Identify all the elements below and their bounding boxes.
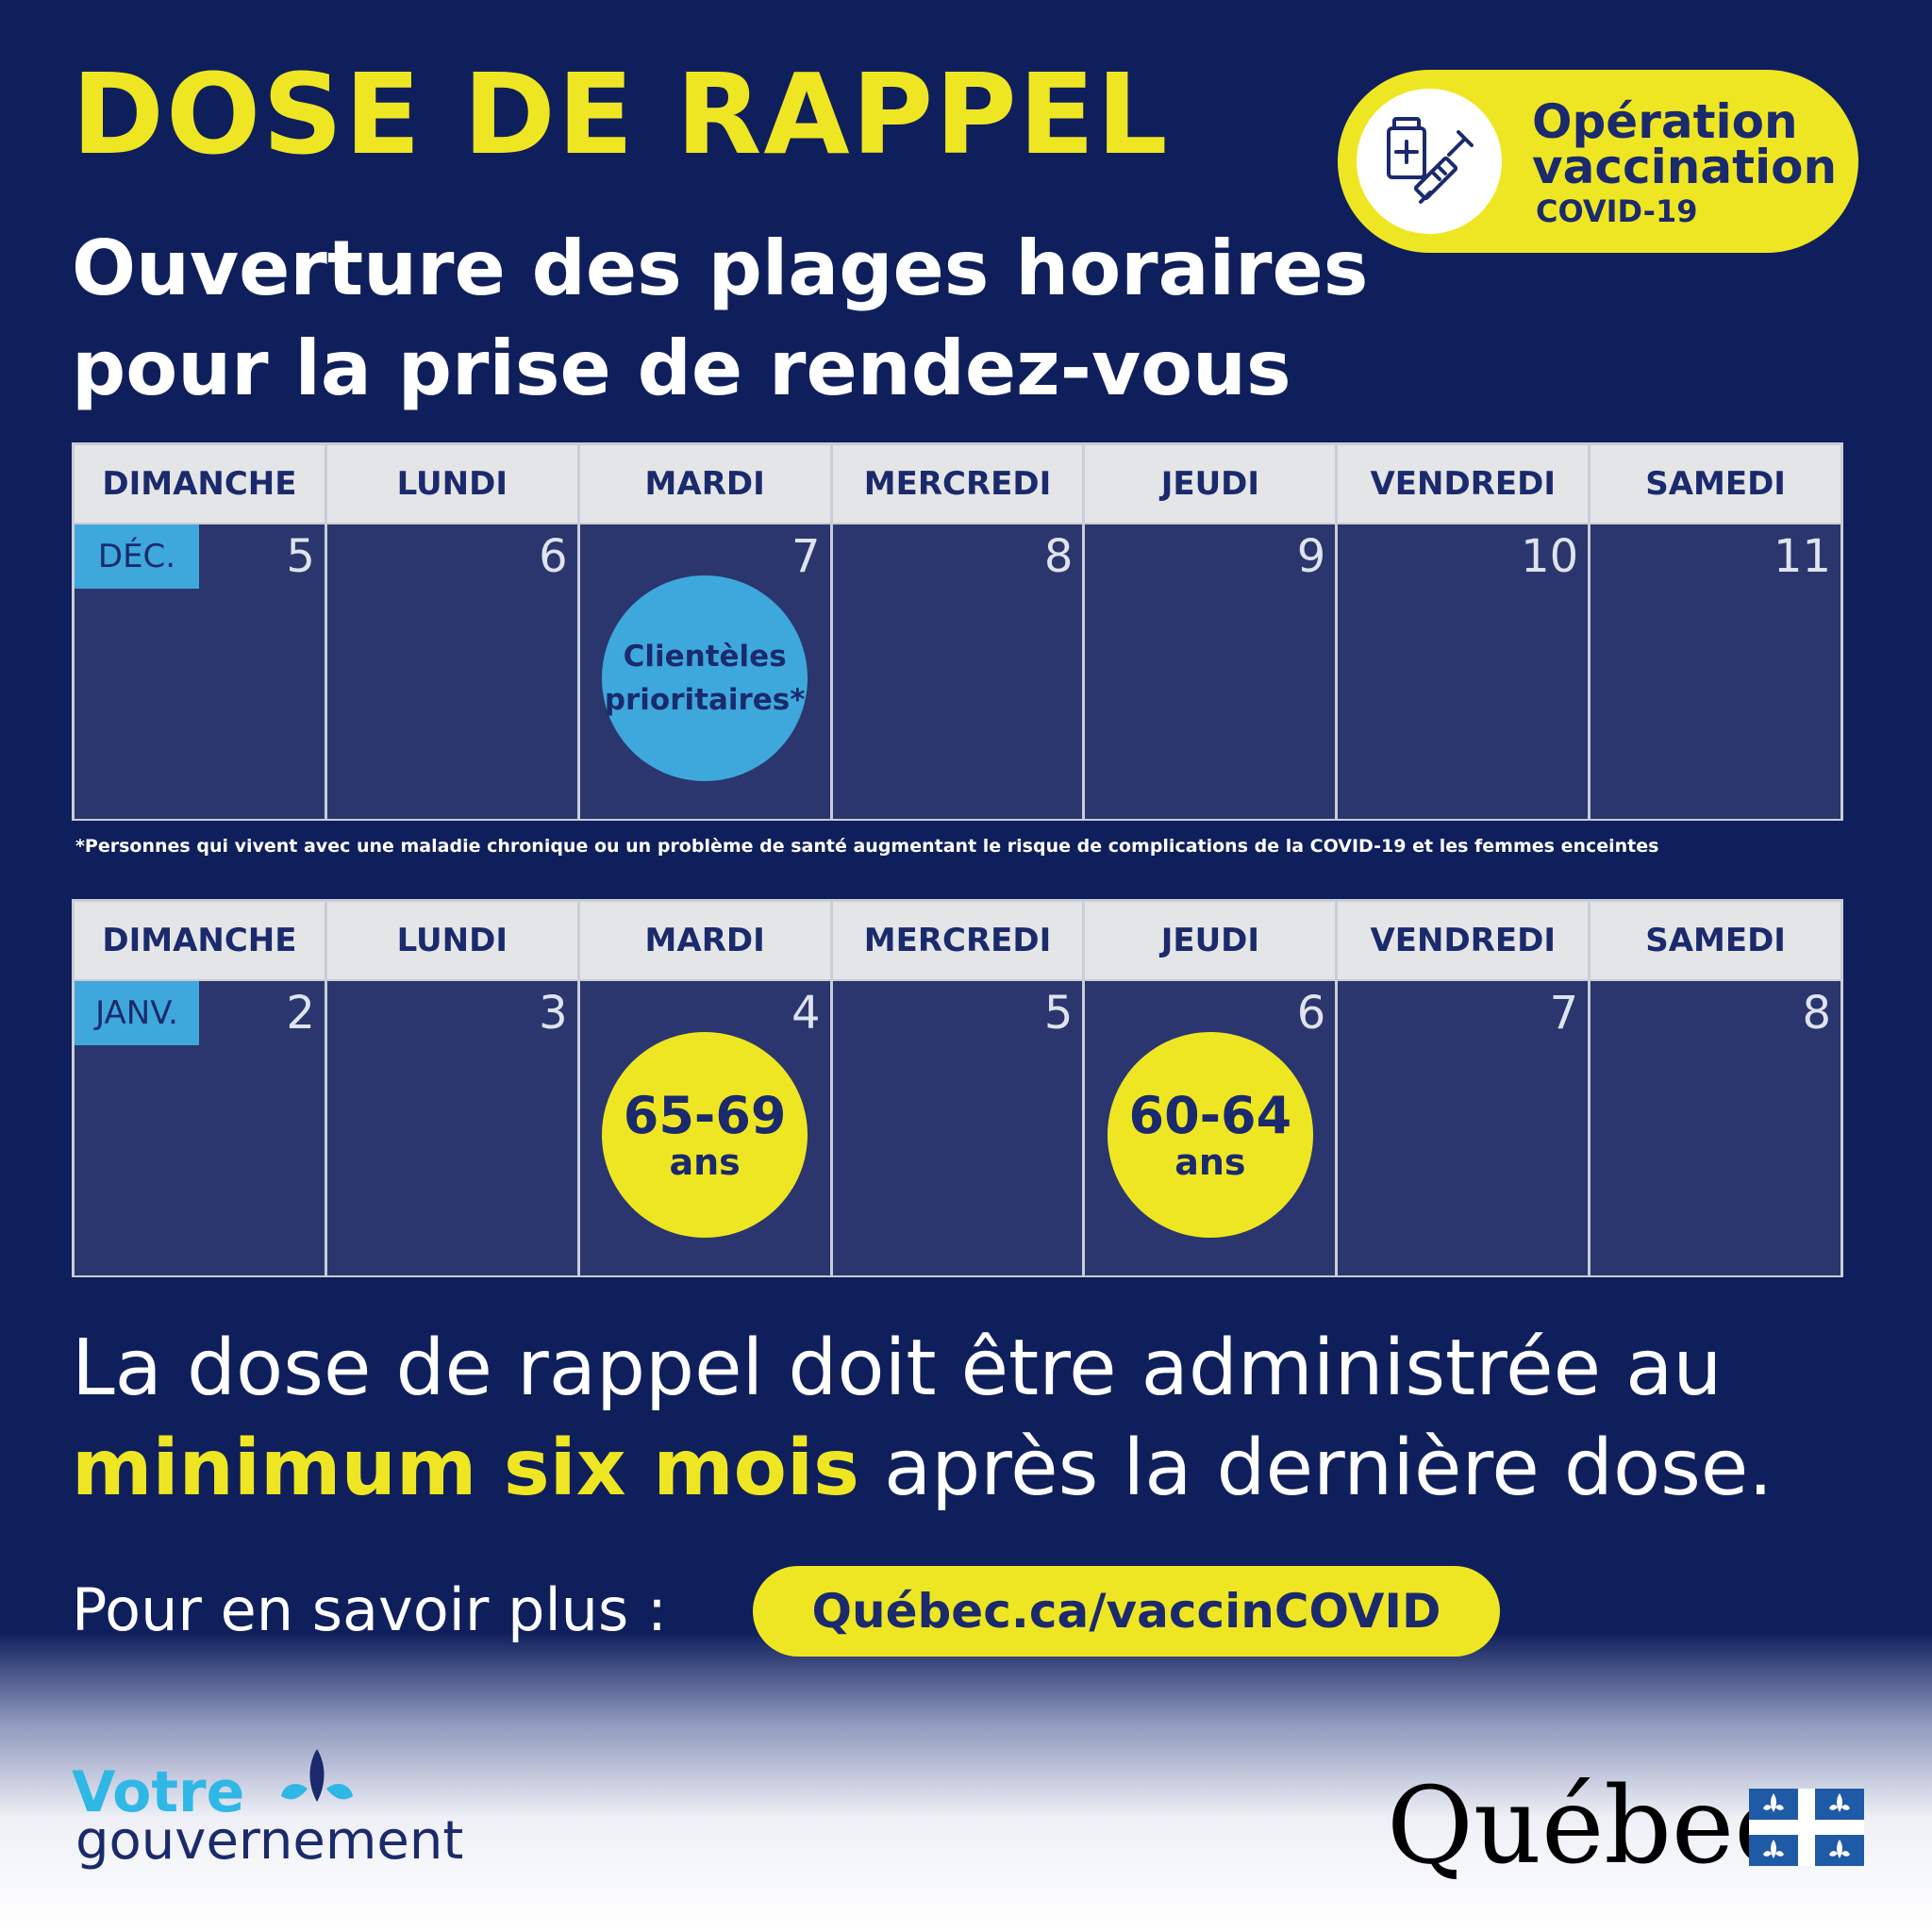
calendar-header: DIMANCHE LUNDI MARDI MERCREDI JEUDI VEND… — [75, 902, 1841, 979]
quebec-flag-icon — [1749, 1789, 1864, 1866]
date-number: 5 — [286, 530, 315, 583]
month-tag: DÉC. — [75, 525, 199, 589]
footnote: *Personnes qui vivent avec une maladie c… — [75, 836, 1659, 857]
badge-line-3: COVID-19 — [1536, 193, 1698, 229]
priority-clients-event: Clientèles prioritaires* — [602, 575, 808, 781]
calendar-cell: JANV. 2 — [75, 981, 325, 1275]
day-header-saturday: SAMEDI — [1591, 902, 1841, 979]
day-header-friday: VENDREDI — [1338, 445, 1589, 523]
age-60-64-event: 60-64 ans — [1107, 1032, 1313, 1238]
page-title: DOSE DE RAPPEL — [72, 49, 1170, 179]
page-subtitle: Ouverture des plages horaires pour la pr… — [72, 219, 1392, 419]
calendar-cell: 10 — [1338, 525, 1589, 819]
event-age-range: 65-69 — [623, 1086, 787, 1145]
event-line-2: prioritaires* — [604, 683, 806, 717]
day-header-friday: VENDREDI — [1338, 902, 1589, 979]
subtitle-line-2: pour la prise de rendez-vous — [72, 325, 1291, 412]
day-header-wednesday: MERCREDI — [832, 902, 1083, 979]
date-number: 2 — [286, 987, 315, 1040]
calendar-cell: 8 — [832, 525, 1083, 819]
date-number: 9 — [1296, 530, 1326, 583]
quebec-wordmark: Québec — [1387, 1765, 1793, 1888]
calendar-cell: 8 — [1591, 981, 1841, 1275]
day-header-thursday: JEUDI — [1085, 902, 1336, 979]
calendar-december: DIMANCHE LUNDI MARDI MERCREDI JEUDI VEND… — [72, 442, 1843, 821]
day-header-wednesday: MERCREDI — [832, 445, 1083, 523]
votre-gouvernement-logo-gouvernement: gouvernement — [75, 1810, 464, 1872]
badge-line-2: vaccination — [1532, 140, 1838, 194]
statement-highlight: minimum six mois — [72, 1424, 859, 1513]
date-number: 6 — [1296, 987, 1326, 1040]
event-age-unit: ans — [669, 1141, 741, 1183]
event-line-1: Clientèles — [623, 640, 787, 674]
badge-line-1: Opération — [1532, 94, 1798, 149]
day-header-thursday: JEUDI — [1085, 445, 1336, 523]
calendar-header: DIMANCHE LUNDI MARDI MERCREDI JEUDI VEND… — [75, 445, 1841, 523]
event-age-unit: ans — [1174, 1141, 1246, 1183]
day-header-monday: LUNDI — [326, 445, 577, 523]
calendar-cell: 7 — [1338, 981, 1589, 1275]
date-number: 4 — [791, 987, 821, 1040]
calendar-week: DÉC. 5 6 7 Clientèles prioritaires* 8 9 … — [75, 525, 1841, 819]
date-number: 8 — [1802, 987, 1832, 1040]
operation-vaccination-badge: Opération vaccination COVID-19 — [1338, 70, 1858, 253]
more-info-label: Pour en savoir plus : — [72, 1575, 667, 1644]
calendar-cell: 5 — [832, 981, 1083, 1275]
date-number: 7 — [791, 530, 821, 583]
day-header-sunday: DIMANCHE — [75, 902, 325, 979]
calendar-cell: 9 — [1085, 525, 1336, 819]
date-number: 5 — [1043, 987, 1074, 1040]
day-header-tuesday: MARDI — [579, 902, 830, 979]
date-number: 10 — [1521, 530, 1579, 583]
month-tag: JANV. — [75, 981, 199, 1045]
event-age-range: 60-64 — [1128, 1086, 1292, 1145]
date-number: 8 — [1043, 530, 1074, 583]
day-header-tuesday: MARDI — [579, 445, 830, 523]
fleur-de-lys-icon — [281, 1749, 353, 1802]
calendar-january: DIMANCHE LUNDI MARDI MERCREDI JEUDI VEND… — [72, 899, 1843, 1277]
booster-statement: La dose de rappel doit être administrée … — [72, 1319, 1883, 1519]
calendar-week: JANV. 2 3 4 65-69 ans 5 6 60-64 ans 7 — [75, 981, 1841, 1275]
date-number: 7 — [1549, 987, 1579, 1040]
calendar-cell: 6 60-64 ans — [1085, 981, 1336, 1275]
calendar-cell: 7 Clientèles prioritaires* — [579, 525, 830, 819]
subtitle-line-1: Ouverture des plages horaires — [72, 225, 1369, 312]
date-number: 3 — [539, 987, 568, 1040]
statement-line-1: La dose de rappel doit être administrée … — [72, 1324, 1723, 1413]
statement-line-2: minimum six mois après la dernière dose. — [72, 1419, 1883, 1519]
calendar-cell: 3 — [326, 981, 577, 1275]
day-header-monday: LUNDI — [326, 902, 577, 979]
statement-rest: après la dernière dose. — [858, 1424, 1774, 1513]
age-65-69-event: 65-69 ans — [602, 1032, 808, 1238]
date-number: 11 — [1773, 530, 1832, 583]
date-number: 6 — [539, 530, 568, 583]
calendar-cell: 11 — [1591, 525, 1841, 819]
calendar-cell: DÉC. 5 — [75, 525, 325, 819]
calendar-cell: 4 65-69 ans — [579, 981, 830, 1275]
vaccin-covid-link[interactable]: Québec.ca/vaccinCOVID — [753, 1566, 1500, 1657]
vaccine-vial-syringe-icon — [1357, 89, 1502, 234]
votre-gouvernement-logo-votre: Votre — [72, 1759, 245, 1825]
day-header-sunday: DIMANCHE — [75, 445, 325, 523]
calendar-cell: 6 — [326, 525, 577, 819]
day-header-saturday: SAMEDI — [1591, 445, 1841, 523]
